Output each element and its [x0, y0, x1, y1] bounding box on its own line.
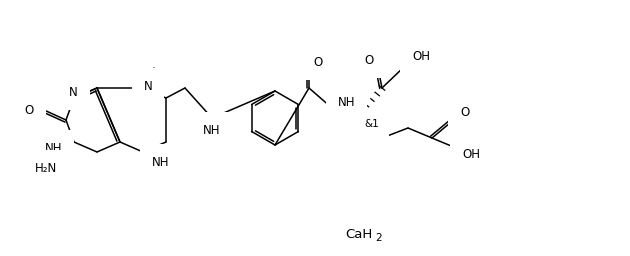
Text: NH: NH — [152, 155, 169, 168]
Text: N: N — [144, 80, 152, 92]
Text: NH: NH — [338, 97, 355, 110]
Text: O: O — [460, 105, 469, 119]
Text: OH: OH — [412, 50, 430, 63]
Text: O: O — [313, 56, 323, 69]
Text: OH: OH — [462, 147, 480, 161]
Text: H₂N: H₂N — [35, 162, 57, 175]
Text: CaH: CaH — [345, 228, 372, 240]
Text: O: O — [365, 54, 374, 67]
Text: NH: NH — [45, 142, 62, 155]
Text: 2: 2 — [375, 233, 382, 243]
Text: &1: &1 — [364, 119, 379, 129]
Text: NH: NH — [203, 123, 220, 136]
Text: N: N — [69, 86, 78, 99]
Text: O: O — [25, 103, 34, 116]
